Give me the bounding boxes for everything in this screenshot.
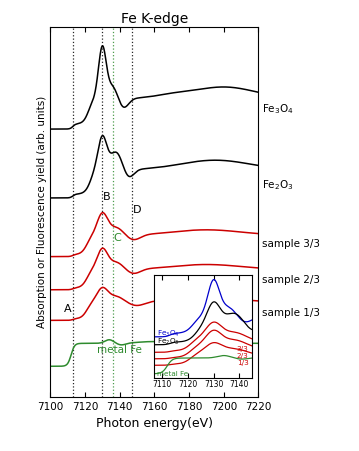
Text: D: D bbox=[133, 204, 141, 215]
Text: sample 1/3: sample 1/3 bbox=[262, 308, 320, 318]
Y-axis label: Absorption or Fluorescence yield (arb. units): Absorption or Fluorescence yield (arb. u… bbox=[37, 96, 47, 328]
Text: sample 2/3: sample 2/3 bbox=[262, 275, 320, 285]
Text: A: A bbox=[64, 304, 71, 314]
Text: B: B bbox=[103, 192, 111, 202]
X-axis label: Photon energy(eV): Photon energy(eV) bbox=[96, 417, 213, 430]
Text: sample 3/3: sample 3/3 bbox=[262, 239, 320, 249]
Title: Fe K-edge: Fe K-edge bbox=[121, 12, 188, 26]
Text: Fe$_2$O$_3$: Fe$_2$O$_3$ bbox=[262, 178, 294, 192]
Text: Fe$_3$O$_4$: Fe$_3$O$_4$ bbox=[262, 102, 294, 115]
Text: metal Fe: metal Fe bbox=[97, 345, 142, 355]
Text: C: C bbox=[113, 233, 121, 243]
